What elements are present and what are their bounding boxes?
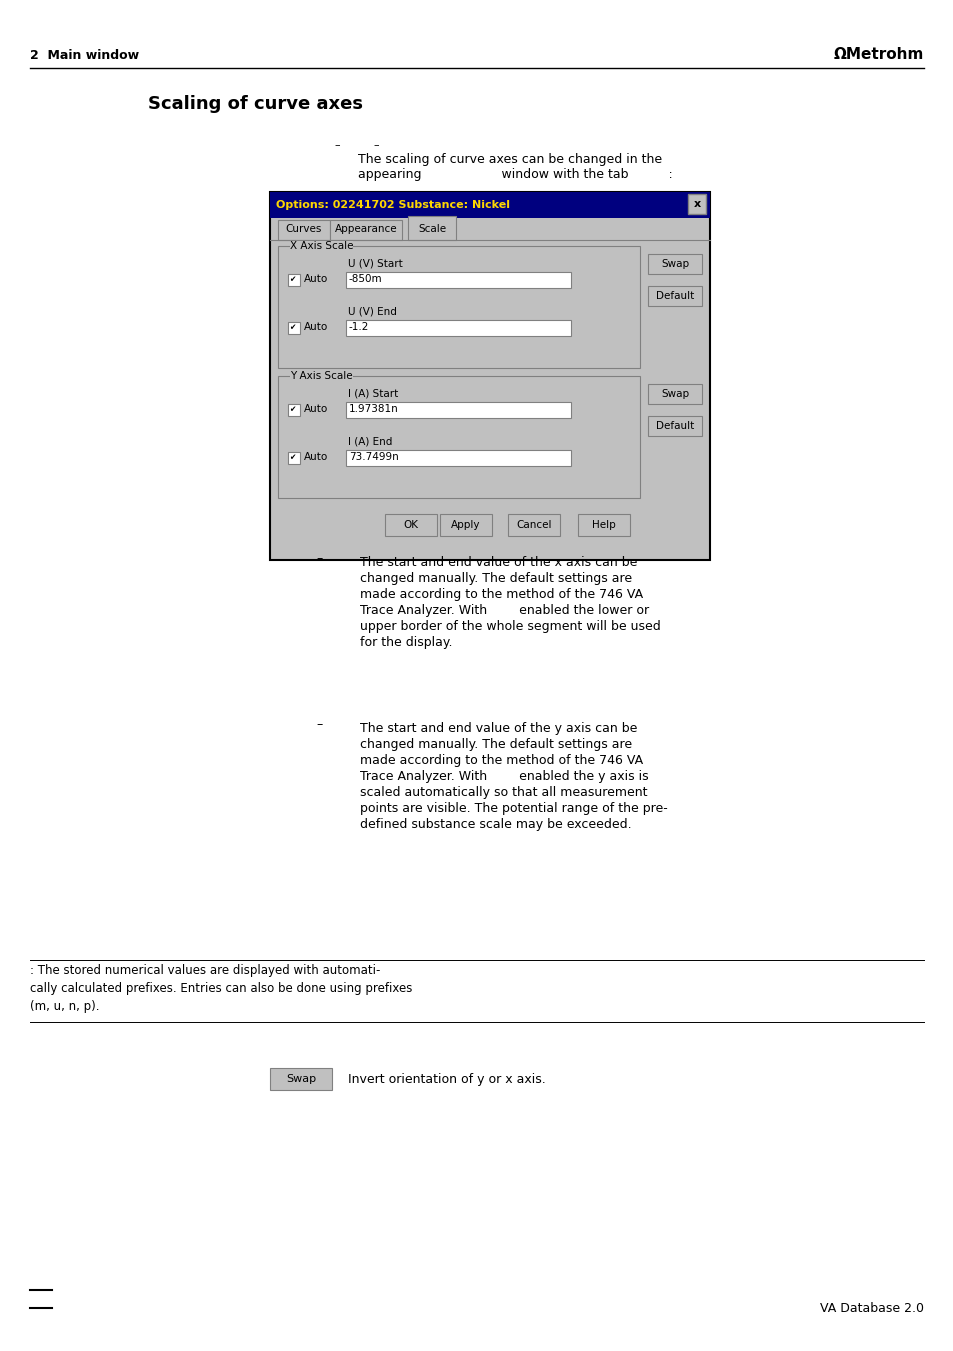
Text: 73.7499n: 73.7499n xyxy=(349,453,398,462)
Text: x: x xyxy=(693,199,700,209)
Bar xyxy=(288,322,299,334)
Text: Scaling of curve axes: Scaling of curve axes xyxy=(148,95,363,113)
Text: 1.97381n: 1.97381n xyxy=(349,404,398,413)
Bar xyxy=(288,274,299,286)
Text: Help: Help xyxy=(592,520,616,530)
Text: Auto: Auto xyxy=(304,453,328,462)
Bar xyxy=(346,320,571,336)
Text: changed manually. The default settings are: changed manually. The default settings a… xyxy=(359,571,632,585)
Text: The start and end value of the x axis can be: The start and end value of the x axis ca… xyxy=(359,557,637,569)
Text: I (A) End: I (A) End xyxy=(348,436,392,446)
Text: upper border of the whole segment will be used: upper border of the whole segment will b… xyxy=(359,620,660,634)
Text: Curves: Curves xyxy=(286,224,322,234)
Text: Swap: Swap xyxy=(660,389,688,399)
Text: ✔: ✔ xyxy=(289,323,295,332)
Bar xyxy=(647,286,701,305)
Text: Default: Default xyxy=(655,290,694,301)
Bar xyxy=(288,453,299,463)
Bar xyxy=(507,513,559,536)
Bar xyxy=(288,404,299,416)
Bar xyxy=(578,513,629,536)
Text: Trace Analyzer. With        enabled the y axis is: Trace Analyzer. With enabled the y axis … xyxy=(359,770,648,784)
Text: Default: Default xyxy=(655,422,694,431)
Text: Apply: Apply xyxy=(451,520,480,530)
Text: Options: 02241702 Substance: Nickel: Options: 02241702 Substance: Nickel xyxy=(275,200,510,209)
Text: -850m: -850m xyxy=(349,274,382,284)
Text: Invert orientation of y or x axis.: Invert orientation of y or x axis. xyxy=(348,1073,545,1085)
Bar xyxy=(270,192,709,218)
Text: The scaling of curve axes can be changed in the: The scaling of curve axes can be changed… xyxy=(357,153,661,166)
Text: Y Axis Scale: Y Axis Scale xyxy=(290,372,353,381)
Text: appearing                    window with the tab          :: appearing window with the tab : xyxy=(357,168,672,181)
Text: –: – xyxy=(373,141,378,150)
Bar xyxy=(439,513,492,536)
Text: I (A) Start: I (A) Start xyxy=(348,388,397,399)
Text: 2  Main window: 2 Main window xyxy=(30,49,139,62)
Text: : The stored numerical values are displayed with automati-: : The stored numerical values are displa… xyxy=(30,965,380,977)
Bar xyxy=(270,192,709,561)
Bar xyxy=(277,376,639,499)
Text: Auto: Auto xyxy=(304,274,328,284)
Text: ΩMetrohm: ΩMetrohm xyxy=(833,47,923,62)
Bar xyxy=(346,450,571,466)
Text: for the display.: for the display. xyxy=(359,636,452,648)
Text: defined substance scale may be exceeded.: defined substance scale may be exceeded. xyxy=(359,817,631,831)
Bar xyxy=(647,254,701,274)
Bar xyxy=(277,220,330,240)
Text: scaled automatically so that all measurement: scaled automatically so that all measure… xyxy=(359,786,647,798)
Text: made according to the method of the 746 VA: made according to the method of the 746 … xyxy=(359,588,642,601)
Text: The start and end value of the y axis can be: The start and end value of the y axis ca… xyxy=(359,721,637,735)
Text: –: – xyxy=(315,717,322,731)
Text: -1.2: -1.2 xyxy=(349,322,369,332)
Text: Swap: Swap xyxy=(286,1074,315,1084)
Text: –: – xyxy=(334,141,339,150)
Text: Auto: Auto xyxy=(304,404,328,413)
Text: X Axis Scale: X Axis Scale xyxy=(290,240,354,251)
Bar xyxy=(385,513,436,536)
Text: Trace Analyzer. With        enabled the lower or: Trace Analyzer. With enabled the lower o… xyxy=(359,604,648,617)
Text: cally calculated prefixes. Entries can also be done using prefixes: cally calculated prefixes. Entries can a… xyxy=(30,982,412,994)
Text: Scale: Scale xyxy=(417,224,446,234)
Text: OK: OK xyxy=(403,520,418,530)
Text: changed manually. The default settings are: changed manually. The default settings a… xyxy=(359,738,632,751)
Text: made according to the method of the 746 VA: made according to the method of the 746 … xyxy=(359,754,642,767)
Bar xyxy=(346,272,571,288)
Text: VA Database 2.0: VA Database 2.0 xyxy=(820,1301,923,1315)
Text: Appearance: Appearance xyxy=(335,224,396,234)
Text: Auto: Auto xyxy=(304,322,328,332)
Bar xyxy=(270,1069,332,1090)
Text: ✔: ✔ xyxy=(289,453,295,462)
Text: U (V) End: U (V) End xyxy=(348,305,396,316)
Bar xyxy=(687,195,705,213)
Bar xyxy=(346,403,571,417)
Bar xyxy=(408,216,456,240)
Text: Cancel: Cancel xyxy=(516,520,551,530)
Text: points are visible. The potential range of the pre-: points are visible. The potential range … xyxy=(359,802,667,815)
Bar xyxy=(277,246,639,367)
Text: ✔: ✔ xyxy=(289,405,295,413)
Text: ✔: ✔ xyxy=(289,276,295,284)
Bar xyxy=(330,220,401,240)
Text: (m, u, n, p).: (m, u, n, p). xyxy=(30,1000,99,1013)
Text: U (V) Start: U (V) Start xyxy=(348,258,402,267)
Bar xyxy=(647,416,701,436)
Bar xyxy=(647,384,701,404)
Text: Swap: Swap xyxy=(660,259,688,269)
Text: –: – xyxy=(315,553,322,565)
